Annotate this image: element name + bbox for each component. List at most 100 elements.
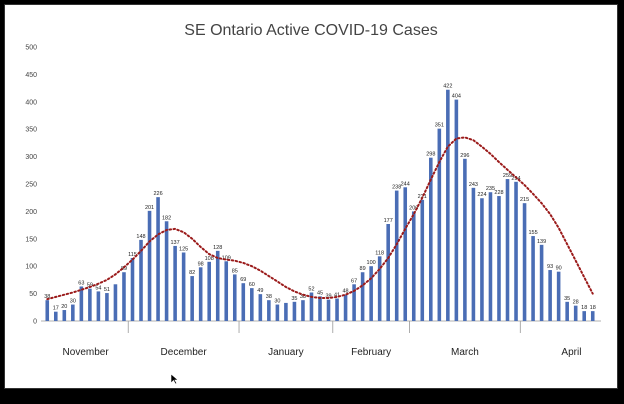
bar <box>130 257 135 321</box>
bar <box>113 284 118 321</box>
y-tick-label: 100 <box>25 264 37 271</box>
bar-value-label: 18 <box>590 305 596 311</box>
bar <box>45 300 50 321</box>
bar <box>471 187 476 321</box>
x-axis-month-labels: November December January February March Apri… <box>63 347 582 358</box>
bar <box>548 270 552 321</box>
bar-value-label: 108 <box>205 256 214 262</box>
bar <box>369 266 373 321</box>
bar <box>88 288 92 321</box>
bar <box>539 244 544 321</box>
bar <box>573 305 578 321</box>
bar <box>335 298 339 321</box>
bar <box>258 294 263 321</box>
bar-value-label: 85 <box>232 268 238 274</box>
bar-value-label: 201 <box>145 205 154 211</box>
bar <box>71 304 75 321</box>
bar-value-label: 35 <box>291 296 297 302</box>
bar <box>122 272 126 321</box>
bar <box>267 300 271 321</box>
y-tick-label: 300 <box>25 154 37 161</box>
bar <box>505 179 510 321</box>
bar-value-label: 38 <box>44 294 50 300</box>
y-tick-label: 0 <box>33 319 37 326</box>
bar <box>454 99 459 321</box>
bar-value-label: 100 <box>367 260 376 266</box>
bar <box>198 267 203 321</box>
bar-value-label: 228 <box>494 190 503 196</box>
bar <box>309 292 314 321</box>
bar <box>105 293 109 321</box>
bar <box>232 274 237 321</box>
bar-value-label: 128 <box>213 245 222 251</box>
bar-value-label: 155 <box>528 230 537 236</box>
month-label: April <box>561 347 581 358</box>
chart-title: SE Ontario Active COVID-19 Cases <box>184 22 437 39</box>
bar-value-label: 182 <box>162 215 171 221</box>
bar-value-label: 20 <box>61 304 67 310</box>
bar <box>522 203 527 321</box>
bar-value-label: 404 <box>452 94 461 100</box>
bar <box>96 291 101 321</box>
month-label: December <box>161 347 208 358</box>
bar <box>156 197 160 321</box>
bar <box>403 187 408 321</box>
bar-value-label: 89 <box>360 266 366 272</box>
bar <box>147 210 152 321</box>
mouse-cursor-icon <box>171 374 179 384</box>
y-tick-label: 50 <box>29 291 37 298</box>
bar <box>215 250 220 321</box>
y-axis-ticks: 0 50 100 150 200 250 300 350 400 450 500 <box>25 45 37 326</box>
bar <box>590 311 595 321</box>
bar-value-label: 30 <box>70 299 76 305</box>
bar-value-label: 115 <box>128 252 137 258</box>
bar <box>292 301 297 321</box>
bar-value-label: 90 <box>556 266 562 272</box>
bar-value-label: 30 <box>274 299 280 305</box>
bar <box>352 284 356 321</box>
bar <box>437 128 442 321</box>
bar <box>318 296 322 321</box>
bar-value-label: 148 <box>136 234 145 240</box>
y-tick-label: 500 <box>25 45 37 52</box>
bar-value-label: 63 <box>78 280 84 286</box>
y-tick-label: 200 <box>25 209 37 216</box>
bar <box>190 276 194 321</box>
bar-value-label: 28 <box>573 300 579 306</box>
bar-value-label: 48 <box>343 289 349 295</box>
bar-value-label: 51 <box>104 287 110 293</box>
bar <box>420 199 425 321</box>
bar-value-label: 60 <box>249 282 255 288</box>
bar <box>181 252 186 321</box>
bar <box>360 272 365 321</box>
bar-value-label: 49 <box>257 288 263 294</box>
month-label: January <box>268 347 304 358</box>
bar-value-label: 226 <box>153 191 162 197</box>
bar <box>53 311 58 321</box>
bar <box>429 157 433 321</box>
bar-value-label: 351 <box>435 123 444 129</box>
bar-value-label: 422 <box>443 84 452 90</box>
bar-value-label: 243 <box>469 182 478 188</box>
bar-value-label: 259 <box>503 173 512 179</box>
month-label: March <box>451 347 479 358</box>
bar-value-label: 93 <box>547 264 553 270</box>
bar-value-label: 67 <box>351 278 357 284</box>
bar-value-label: 17 <box>53 306 59 312</box>
bar-value-label: 200 <box>409 205 418 211</box>
bar-value-label: 177 <box>384 218 393 224</box>
bar-value-label: 59 <box>87 283 93 289</box>
bar <box>411 211 416 321</box>
covid-active-cases-chart: SE Ontario Active COVID-19 Cases 0 50 100 1… <box>25 22 623 358</box>
chart-frame: SE Ontario Active COVID-19 Cases 0 50 100 1… <box>4 4 623 389</box>
bar-value-label: 41 <box>334 293 340 299</box>
bar-value-label: 18 <box>581 305 587 311</box>
month-dividers <box>127 321 623 333</box>
bar-value-label: 125 <box>179 247 188 253</box>
bar <box>582 311 587 321</box>
bar <box>224 261 229 321</box>
bar <box>343 294 348 321</box>
bar-value-label: 98 <box>198 261 204 267</box>
bar <box>386 224 390 321</box>
